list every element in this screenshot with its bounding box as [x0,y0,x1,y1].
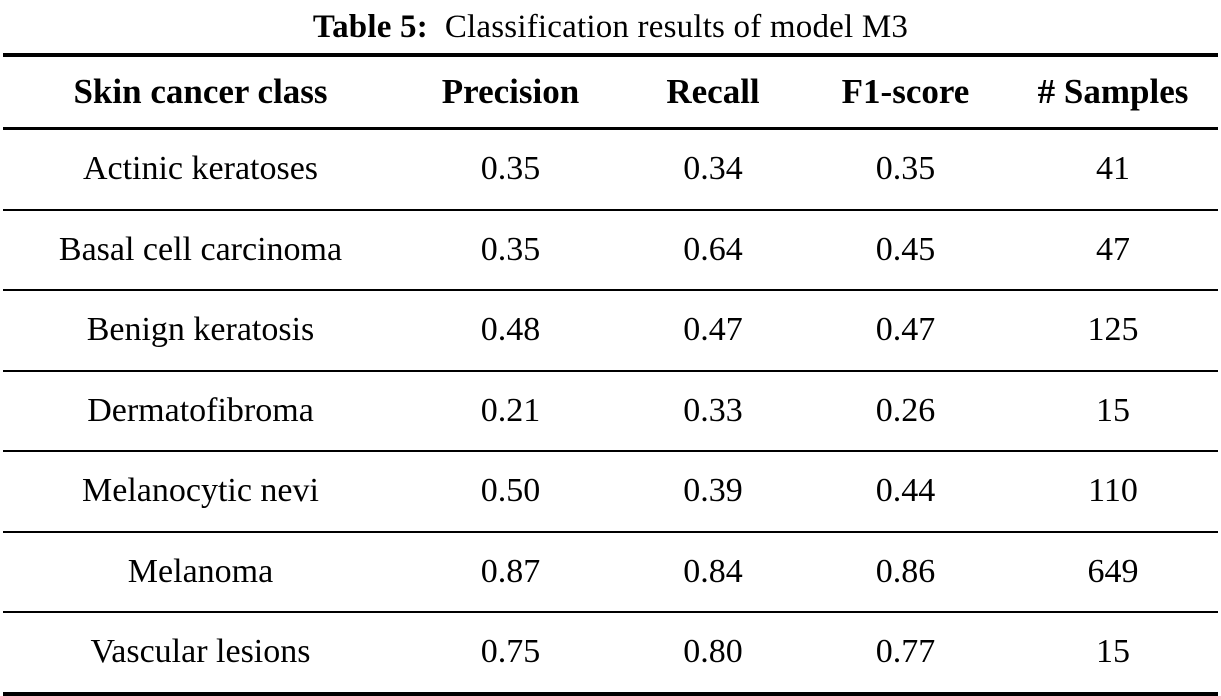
cell-precision: 0.75 [480,633,541,671]
cell-samples: 47 [1008,209,1218,291]
table-row: Dermatofibroma 0.21 0.33 0.26 15 [3,370,1218,452]
cell-recall: 0.33 [623,370,803,452]
cell-f1: 0.77 [875,633,936,671]
cell-f1: 0.35 [803,128,1008,211]
cell-samples: 110 [1008,451,1218,533]
cell-precision: 0.87 [398,531,623,613]
cell-precision: 0.35 [398,209,623,291]
cell-recall: 0.84 [623,531,803,613]
table-row: Basal cell carcinoma 0.35 0.64 0.45 47 [3,209,1218,291]
cell-samples: 649 [1008,531,1218,613]
table-caption-text-inner: Classification results of model M3 [444,9,909,45]
table-header: Skin cancer class Precision Recall F1-sc… [3,55,1218,130]
cell-class: Melanoma [3,531,398,613]
cell-class: Dermatofibroma [3,370,398,452]
header-skin-cancer-class: Skin cancer class [3,55,398,130]
cell-f1: 0.26 [803,370,1008,452]
cell-precision: 0.21 [398,370,623,452]
header-recall: Recall [623,55,803,130]
classification-results-table: Skin cancer class Precision Recall F1-sc… [3,53,1218,696]
table-caption-text: Classification results of model M3 [436,9,908,45]
cell-samples: 15 [1008,370,1218,452]
cell-precision: 0.48 [398,290,623,372]
cell-recall: 0.64 [623,209,803,291]
cell-recall: 0.47 [623,290,803,372]
cell-f1: 0.44 [803,451,1008,533]
cell-samples: 41 [1008,128,1218,211]
table-body: Actinic keratoses 0.35 0.34 0.35 41 Basa… [3,128,1218,694]
table-caption-label: Table 5: [312,9,428,45]
cell-f1: 0.45 [803,209,1008,291]
cell-precision: 0.35 [398,128,623,211]
cell-class: Vascular lesions [90,633,311,671]
cell-samples: 125 [1008,290,1218,372]
table-row: Melanocytic nevi 0.50 0.39 0.44 110 [3,451,1218,533]
cell-samples: 15 [1096,633,1130,671]
cell-recall: 0.34 [623,128,803,211]
table-row: Benign keratosis 0.48 0.47 0.47 125 [3,290,1218,372]
cell-class: Basal cell carcinoma [3,209,398,291]
header-row: Skin cancer class Precision Recall F1-sc… [3,55,1218,130]
table-row: Vascular lesions 0.75 0.80 0.77 15 [3,612,1218,694]
table-row: Actinic keratoses 0.35 0.34 0.35 41 [3,128,1218,211]
cell-f1: 0.86 [803,531,1008,613]
cell-recall: 0.39 [623,451,803,533]
cell-f1: 0.47 [803,290,1008,372]
table-caption: Table 5: Classification results of model… [0,0,1221,53]
header-samples: # Samples [1008,55,1218,130]
cell-class: Melanocytic nevi [3,451,398,533]
cell-class: Benign keratosis [3,290,398,372]
cell-precision: 0.50 [398,451,623,533]
header-precision: Precision [398,55,623,130]
cell-recall: 0.80 [683,633,743,671]
table-row: Melanoma 0.87 0.84 0.86 649 [3,531,1218,613]
cell-class: Actinic keratoses [3,128,398,211]
header-f1-score: F1-score [803,55,1008,130]
